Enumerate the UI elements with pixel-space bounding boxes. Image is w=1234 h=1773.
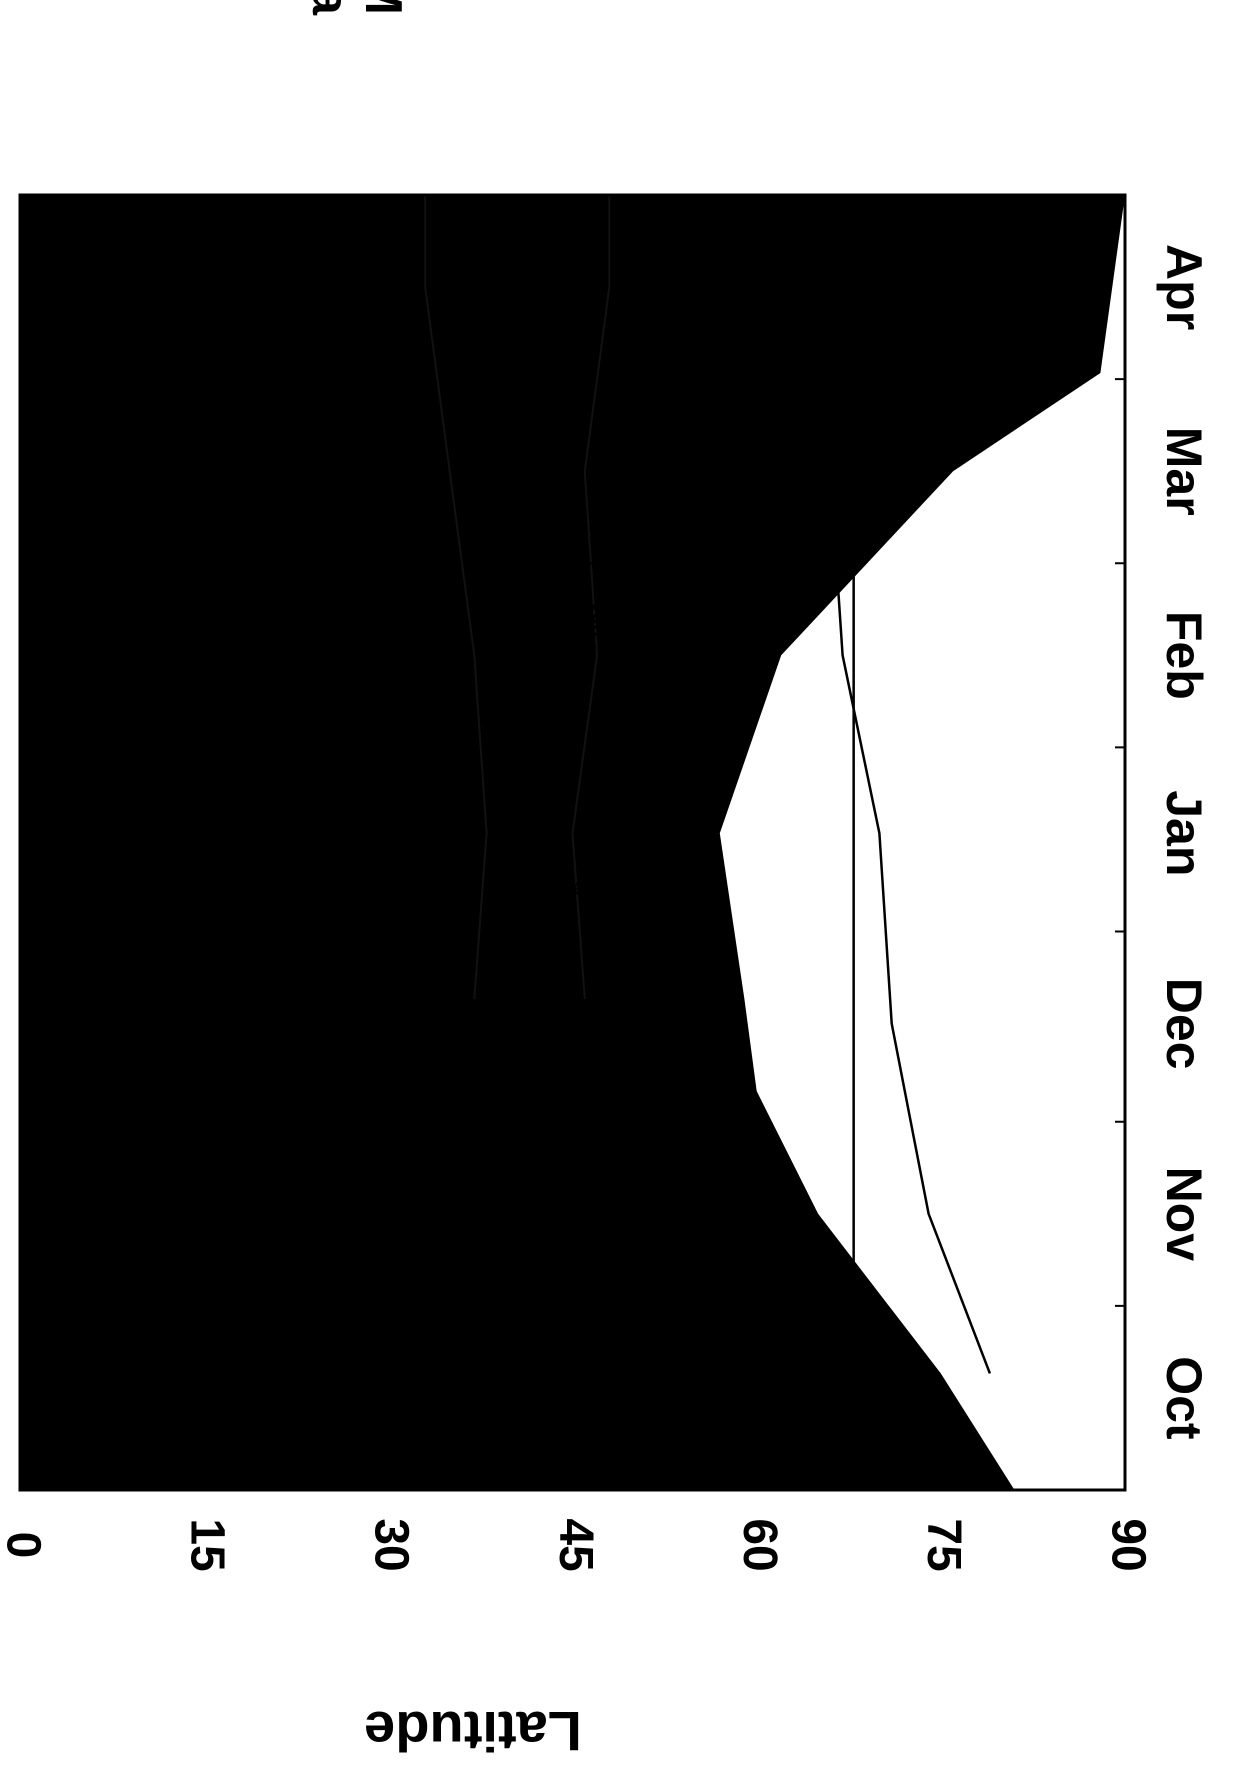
asterisk-marker: [736, 438, 753, 455]
plus-marker: [625, 579, 642, 596]
asterisk-marker: [687, 457, 704, 473]
month-label: Apr: [1156, 244, 1212, 330]
marker-stroke: [651, 464, 666, 478]
plus-marker: [681, 604, 698, 621]
contour-label: 380: [899, 379, 924, 416]
month-label: Mar: [1156, 427, 1212, 516]
asterisk-marker: [724, 444, 741, 461]
asterisk-marker: [607, 843, 624, 860]
month-label: Jan: [1156, 790, 1212, 876]
low-latitude-region: [20, 195, 462, 1490]
asterisk-marker: [527, 500, 544, 516]
plus-marker: [503, 518, 520, 535]
latitude-tick-label: 15: [181, 1518, 234, 1571]
latitude-tick-label: 60: [733, 1518, 786, 1571]
latitude-tick-label: 75: [917, 1518, 970, 1571]
marker-stroke: [553, 887, 567, 902]
marker-stroke: [762, 427, 776, 442]
month-label: Nov: [1156, 1167, 1212, 1262]
plus-marker: [601, 567, 618, 584]
asterisk-marker: [564, 487, 581, 504]
reference-curve-poam: [804, 286, 992, 1374]
asterisk-marker: [564, 880, 581, 897]
asterisk-marker: [760, 426, 777, 443]
asterisk-marker: [748, 432, 765, 449]
latitude-tick-label: 30: [365, 1518, 418, 1571]
plus-marker: [539, 543, 556, 559]
contour-340: [424, 195, 488, 1000]
latitude-tick-label: 0: [0, 1532, 49, 1559]
month-label: Feb: [1156, 611, 1212, 700]
plus-marker: [675, 628, 691, 645]
marker-stroke: [608, 844, 623, 859]
marker-stroke: [614, 476, 629, 491]
asterisk-marker: [552, 886, 569, 903]
latitude-tick-label: 45: [549, 1518, 602, 1571]
marker-stroke: [725, 446, 739, 460]
plus-marker: [687, 616, 704, 633]
contour-label: 380: [580, 600, 605, 637]
marker-stroke: [565, 881, 580, 896]
month-label: Oct: [1156, 1356, 1212, 1440]
contour-label: 380: [776, 502, 801, 539]
latitude-tick-label: 90: [1101, 1518, 1154, 1571]
marker-stroke: [565, 488, 580, 503]
plus-marker: [515, 530, 532, 547]
marker-stroke: [749, 433, 764, 448]
asterisk-marker: [650, 463, 667, 480]
y-axis-label: Latitude: [364, 1700, 582, 1763]
month-label: Dec: [1156, 978, 1212, 1070]
plus-marker: [650, 592, 667, 609]
plus-marker: [576, 555, 593, 572]
contour-label: 340: [494, 250, 519, 287]
legend-poam: POAM: [354, 0, 412, 15]
marker-stroke: [737, 439, 752, 454]
asterisk-marker: [613, 475, 630, 492]
legend-kiruna: Kiruna: [301, 0, 359, 16]
contour-label: 380: [789, 226, 814, 263]
marker-stroke: [528, 501, 543, 515]
contour-label: 340: [518, 833, 543, 870]
marker-stroke: [688, 458, 703, 472]
